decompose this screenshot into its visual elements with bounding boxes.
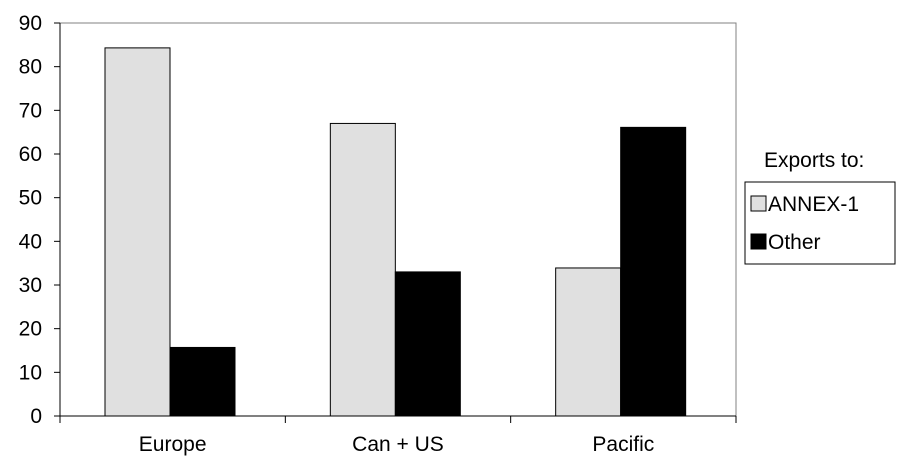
x-tick-label: Europe [139,433,207,456]
x-tick-label: Pacific [592,433,654,456]
y-tick-label: 90 [19,12,42,35]
y-tick-label: 70 [19,99,42,122]
legend-label-other: Other [768,231,821,254]
legend-swatch-other [750,233,767,250]
y-tick-label: 0 [30,405,42,428]
y-tick-label: 20 [19,318,42,341]
legend-swatch-annex-1 [750,195,767,212]
y-tick-label: 10 [19,361,42,384]
legend: Exports to: ANNEX-1 Other [744,149,896,265]
bar-other-can-us [394,271,461,417]
x-tick-label: Can + US [352,433,444,456]
y-tick-label: 30 [19,274,42,297]
y-axis: 0 10 20 30 40 50 60 70 80 90 [19,12,61,428]
bar-annex-1-pacific [555,267,622,417]
bar-other-europe [169,346,236,417]
y-tick-label: 80 [19,56,42,79]
legend-title: Exports to: [764,149,864,172]
legend-label-annex-1: ANNEX-1 [768,193,859,216]
y-tick-label: 60 [19,143,42,166]
y-tick-label: 50 [19,187,42,210]
x-axis: Europe Can + US Pacific [59,415,737,456]
legend-box [744,181,896,265]
bars-group [104,47,687,417]
bar-annex-1-can-us [329,122,396,417]
bar-annex-1-europe [104,47,171,417]
y-tick-label: 40 [19,230,42,253]
bar-other-pacific [620,126,687,417]
